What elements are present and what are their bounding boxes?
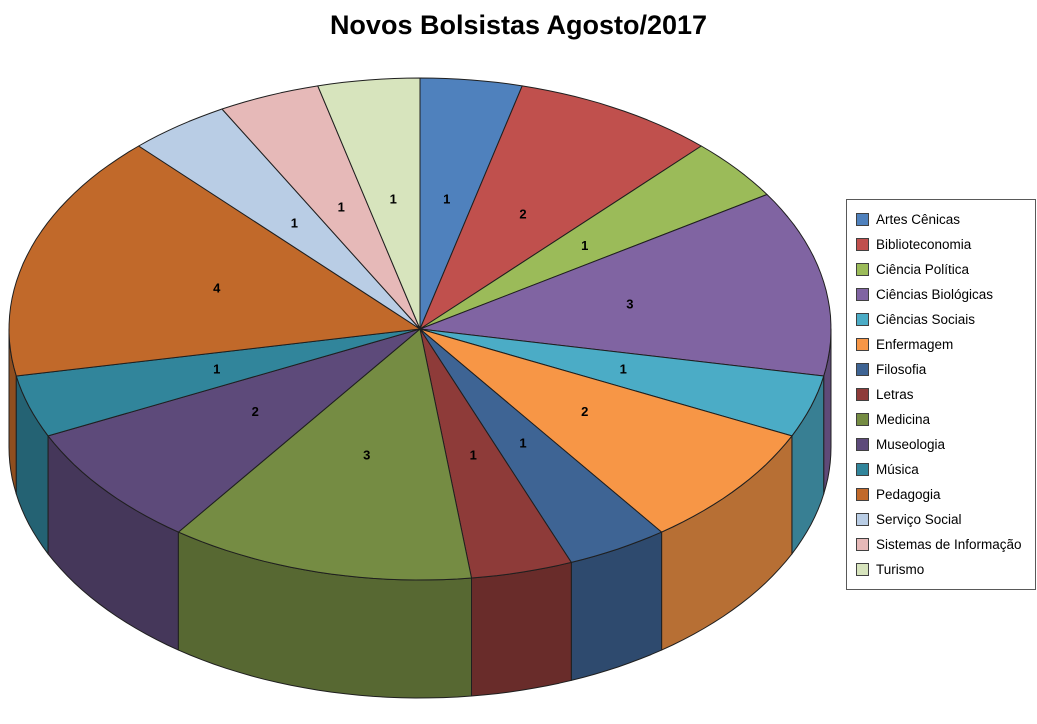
slice-value-label: 1 [390, 192, 397, 207]
pie-slice [47, 328, 421, 533]
pie-slice [317, 77, 421, 330]
pie-slice [8, 145, 421, 377]
pie-slice [419, 328, 825, 437]
legend-item: Medicina [851, 407, 1031, 432]
pie-slice [419, 328, 793, 533]
legend-label: Pedagogia [876, 487, 941, 502]
chart-title: Novos Bolsistas Agosto/2017 [329, 10, 708, 40]
legend-label: Filosofia [876, 362, 927, 377]
pie-slice [221, 85, 421, 330]
legend-item: Artes Cênicas [851, 207, 1031, 232]
legend-item: Serviço Social [851, 507, 1031, 532]
legend-swatch [856, 263, 869, 276]
legend-item: Ciências Sociais [851, 307, 1031, 332]
legend-item: Letras [851, 382, 1031, 407]
legend-item: Música [851, 457, 1031, 482]
pie-slice [419, 194, 832, 377]
legend-item: Turismo [851, 557, 1031, 582]
pie-slice-side [471, 561, 572, 697]
slice-value-label: 1 [291, 215, 298, 230]
legend-label: Ciências Sociais [876, 312, 976, 327]
legend-swatch [856, 488, 869, 501]
legend-swatch [856, 388, 869, 401]
legend-label: Biblioteconomia [876, 237, 972, 252]
slice-value-label: 2 [581, 404, 588, 419]
legend-swatch [856, 438, 869, 451]
legend-label: Ciência Política [876, 262, 970, 277]
slice-value-label: 1 [470, 447, 477, 462]
legend-swatch [856, 538, 869, 551]
legend-swatch [856, 513, 869, 526]
slice-value-label: 2 [519, 207, 526, 222]
legend-item: Pedagogia [851, 482, 1031, 507]
slice-value-label: 1 [519, 435, 526, 450]
legend-swatch [856, 363, 869, 376]
slice-value-label: 4 [213, 281, 221, 296]
legend-swatch [856, 563, 869, 576]
legend-swatch [856, 463, 869, 476]
pie-slice [419, 328, 572, 579]
slice-value-label: 1 [581, 238, 588, 253]
chart-legend: Artes Cênicas Biblioteconomia Ciência Polí… [846, 199, 1036, 590]
slice-value-label: 3 [363, 447, 370, 462]
pie-slice [419, 328, 663, 563]
legend-label: Sistemas de Informação [876, 537, 1022, 552]
pie-slice [138, 108, 421, 330]
slice-value-label: 1 [338, 200, 345, 215]
slice-value-label: 3 [626, 297, 633, 312]
pie-slice [419, 77, 523, 330]
legend-label: Artes Cênicas [876, 212, 961, 227]
legend-swatch [856, 313, 869, 326]
legend-label: Turismo [876, 562, 925, 577]
legend-label: Medicina [876, 412, 931, 427]
legend-swatch [856, 413, 869, 426]
slice-value-label: 1 [443, 192, 450, 207]
legend-label: Serviço Social [876, 512, 962, 527]
legend-label: Letras [876, 387, 914, 402]
pie-slice [177, 328, 472, 581]
pie-slice [419, 85, 702, 330]
slice-value-label: 1 [620, 361, 627, 376]
pie-slice [15, 328, 421, 437]
slice-value-label: 2 [252, 404, 259, 419]
legend-label: Museologia [876, 437, 946, 452]
legend-label: Música [876, 462, 919, 477]
legend-item: Sistemas de Informação [851, 532, 1031, 557]
legend-item: Filosofia [851, 357, 1031, 382]
slice-value-label: 1 [213, 361, 220, 376]
legend-label: Enfermagem [876, 337, 954, 352]
legend-item: Museologia [851, 432, 1031, 457]
legend-item: Biblioteconomia [851, 232, 1031, 257]
legend-label: Ciências Biológicas [876, 287, 994, 302]
legend-swatch [856, 288, 869, 301]
legend-swatch [856, 238, 869, 251]
pie-slice [419, 145, 768, 330]
legend-swatch [856, 213, 869, 226]
legend-item: Ciências Biológicas [851, 282, 1031, 307]
legend-swatch [856, 338, 869, 351]
legend-item: Ciência Política [851, 257, 1031, 282]
legend-item: Enfermagem [851, 332, 1031, 357]
